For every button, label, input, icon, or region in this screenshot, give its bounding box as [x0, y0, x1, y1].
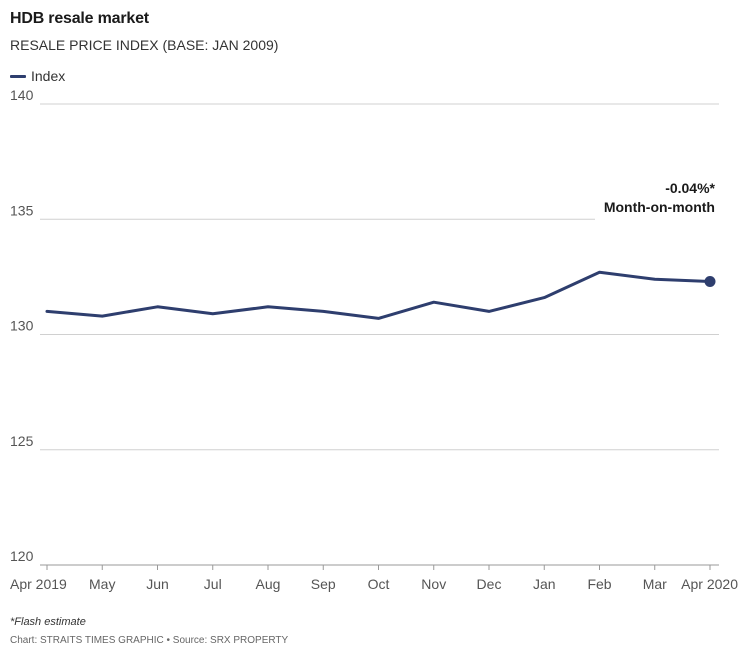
x-tick-label: May — [89, 576, 115, 592]
x-tick-label: Dec — [477, 576, 502, 592]
y-tick-label: 140 — [10, 87, 34, 103]
x-tick-label: Sep — [311, 576, 336, 592]
series-end-point — [704, 275, 716, 287]
y-tick-label: 135 — [10, 202, 34, 218]
annotation-background — [595, 178, 720, 220]
x-tick-label: Oct — [368, 576, 390, 592]
x-tick-label: Jan — [533, 576, 556, 592]
y-tick-label: 125 — [10, 433, 34, 449]
legend: Index — [10, 68, 65, 84]
x-tick-label: Apr 2019 — [10, 576, 67, 592]
x-tick-label: Nov — [421, 576, 446, 592]
annotation-label: Month-on-month — [604, 199, 715, 215]
annotation-value: -0.04%* — [665, 180, 715, 196]
chart-title: HDB resale market — [10, 10, 149, 27]
legend-swatch — [10, 74, 26, 78]
x-tick-label: Jul — [204, 576, 222, 592]
y-tick-label: 130 — [10, 318, 34, 334]
legend-label: Index — [31, 68, 66, 84]
chart-subtitle: RESALE PRICE INDEX (BASE: JAN 2009) — [10, 37, 279, 53]
series-line-index — [45, 270, 712, 320]
y-tick-label: 120 — [10, 548, 34, 564]
footnote: *Flash estimate — [10, 616, 86, 628]
x-tick-label: Feb — [587, 576, 611, 592]
source-credit: Chart: STRAITS TIMES GRAPHIC • Source: S… — [10, 635, 289, 646]
x-tick-label: Jun — [146, 576, 169, 592]
x-tick-label: Aug — [256, 576, 281, 592]
x-tick-label: Apr 2020 — [681, 576, 738, 592]
x-tick-label: Mar — [643, 576, 667, 592]
